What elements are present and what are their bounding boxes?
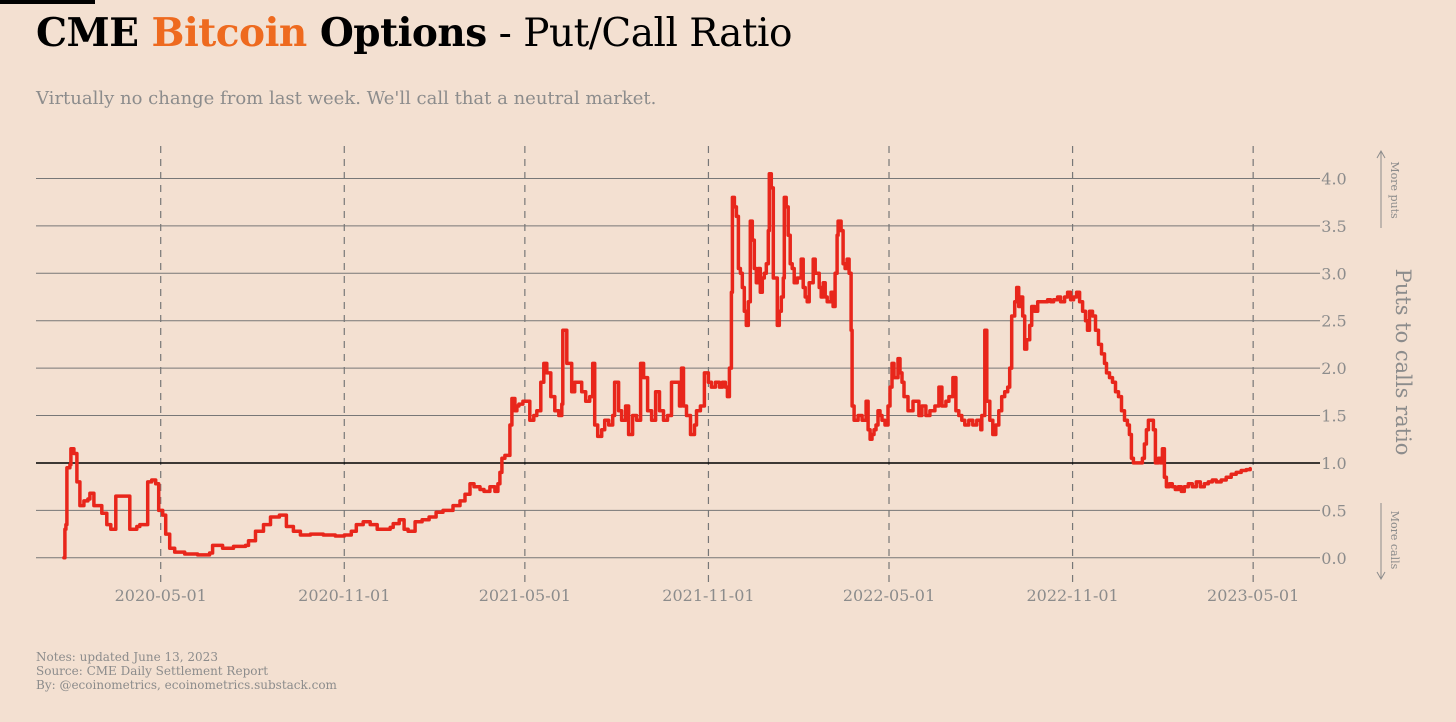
page-subtitle: Virtually no change from last week. We'l… — [36, 88, 657, 109]
x-tick-label: 2021-05-01 — [479, 586, 571, 605]
x-tick-label: 2022-11-01 — [1026, 586, 1118, 605]
y-tick-label: 2.0 — [1321, 359, 1346, 378]
more-puts-arrow-head — [1376, 149, 1386, 159]
series-line — [62, 171, 1252, 560]
x-tick-label: 2020-11-01 — [298, 586, 390, 605]
y-axis-label: Puts to calls ratio — [1391, 269, 1415, 456]
page-title: CME Bitcoin Options - Put/Call Ratio — [36, 10, 792, 56]
title-cme: CME — [36, 10, 152, 56]
notes-updated: Notes: updated June 13, 2023 — [36, 650, 218, 664]
y-tick-label: 1.0 — [1321, 454, 1346, 473]
title-options: Options — [306, 10, 487, 56]
y-tick-label: 3.5 — [1321, 217, 1346, 236]
x-tick-label: 2022-05-01 — [843, 586, 935, 605]
title-metric: - Put/Call Ratio — [486, 11, 793, 56]
notes-byline: By: @ecoinometrics, ecoinometrics.substa… — [36, 678, 337, 692]
x-tick-label: 2020-05-01 — [115, 586, 207, 605]
chart-notes: Notes: updated June 13, 2023 Source: CME… — [36, 650, 337, 692]
notes-source: Source: CME Daily Settlement Report — [36, 664, 269, 678]
x-tick-label: 2021-11-01 — [662, 586, 754, 605]
x-tick-label: 2023-05-01 — [1207, 586, 1299, 605]
y-tick-label: 0.5 — [1321, 501, 1346, 520]
top-accent-bar — [0, 0, 95, 4]
y-tick-label: 1.5 — [1321, 407, 1346, 426]
y-tick-label: 4.0 — [1321, 169, 1346, 188]
more-calls-annotation: More calls — [1388, 511, 1401, 570]
y-tick-label: 3.0 — [1321, 264, 1346, 283]
more-calls-arrow-head — [1376, 571, 1386, 581]
y-tick-label: 2.5 — [1321, 312, 1346, 331]
title-bitcoin: Bitcoin — [151, 10, 308, 56]
y-tick-label: 0.0 — [1321, 549, 1346, 568]
more-puts-annotation: More puts — [1388, 161, 1401, 219]
